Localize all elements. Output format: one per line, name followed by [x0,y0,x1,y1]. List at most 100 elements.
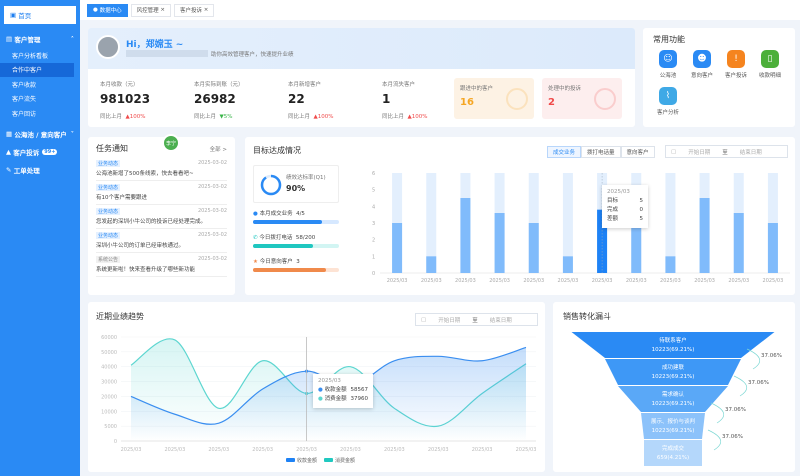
briefcase-icon: ● [253,211,258,217]
bar-chart: 0 1 2 3 4 5 6 2025/03 2025/03 2025/03 2025/03 2025/… [372,171,790,284]
conversion-rate: 37.06% [722,434,743,440]
task-item[interactable]: 系统公告 2025-03-02 系统更新啦！快来查看升级了哪些新功能 [96,253,227,277]
sidebar-item-active-customers[interactable]: 合作中客户 [0,62,74,77]
conversion-arrow [707,429,722,451]
y-tick-label: 0 [114,439,117,445]
home-icon: ▣ [10,11,19,19]
conversion-rate: 37.06% [748,380,769,386]
bar [631,223,642,273]
progress-0: ● 本月成交业务 4/5 [253,209,339,224]
function-label: 客户投诉 [724,73,747,79]
x-tick-label: 2025/03 [421,278,442,284]
common-functions-card: 常用功能 ☺ 公海池 ☻ 意向客户! 客户投诉 ▯ 收款明细 ⌇ 客户分析 [643,28,795,127]
tab-data-center[interactable]: ● 数据中心 [87,3,128,17]
task-tag: 业务动态 [96,160,121,167]
funnel-stage-name: 成功建联 [662,363,685,371]
sidebar-item-payments[interactable]: 客户收款 [12,81,37,89]
trend-card: 近期业绩趋势 ▢ 开始日期 至 结束日期 0 5000 10000 20000 30000 40… [88,302,545,472]
tooltip-key: 完成 [607,207,619,213]
progress-label: 今日意向客户 [259,259,293,265]
sidebar-item-churn[interactable]: 客户流失 [12,96,37,104]
tooltip-value: 58567 [350,387,369,393]
task-text: 系统更新啦！快来查看升级了哪些新功能 [96,267,196,273]
bar [562,256,573,273]
btn-deals[interactable]: 成交业务 [547,146,582,158]
x-tick-label: 2025/03 [121,447,142,453]
x-tick-label: 2025/03 [428,447,449,453]
tab-bar: ● 数据中心 风控管理 × 客户投诉 × [80,0,800,20]
x-tick-label: 2025/03 [626,278,647,284]
user-float-badge[interactable]: 李宁 [162,134,180,152]
sidebar-item-revisit[interactable]: 客户回访 [12,110,37,118]
stat-0: 本月收款（元） 981023 同比上月 ▲100% [100,80,150,120]
bar [665,256,676,273]
bar [392,223,403,273]
stat-compare: 同比上月 [288,114,311,120]
y-tick-label: 10000 [101,409,117,415]
sidebar-item-home[interactable]: ▣ 首页 [4,6,76,24]
common-functions-title: 常用功能 [653,35,685,44]
x-tick-label: 2025/03 [340,447,361,453]
task-item[interactable]: 业务动态 2025-03-02 您发起的深圳小牛公司的投诉已经处理完成。 [96,205,227,229]
x-tick-label: 2025/03 [252,447,273,453]
x-tick-label: 2025/03 [763,278,784,284]
x-tick-label: 2025/03 [164,447,185,453]
task-title: 任务通知 [96,144,128,153]
task-tag: 业务动态 [96,184,121,191]
funnel-stage-value: 10223(69.21%) [652,374,695,380]
conversion-rate: 37.06% [725,407,746,413]
sidebar-group-tickets[interactable]: ✎ 工单处理 [6,165,40,175]
stat-value: 22 [288,92,305,106]
task-item[interactable]: 业务动态 2025-03-02 有10个客户需要跟进 [96,181,227,205]
date-sep: 至 [472,317,478,324]
sidebar-group-complaints[interactable]: ▲ 客户投诉 99+ [6,147,58,157]
tab-complaints[interactable]: 客户投诉 × [173,3,215,17]
btn-intent[interactable]: 意向客户 [620,146,655,158]
sidebar-group-pool[interactable]: ▦ 公海池 / 意向客户 ˅ [6,129,74,139]
tooltip-key: 差额 [607,216,619,222]
progress-value: 3 [296,259,300,265]
trend-title: 近期业绩趋势 [96,312,144,321]
stat-3: 本月流失客户 1 同比上月 ▲100% [382,80,427,120]
progress-fill [253,268,327,272]
function-0[interactable]: ☺ 公海池 [653,50,683,79]
highlight-0[interactable]: 跟进中的客户 16 [454,78,534,119]
highlight-1[interactable]: 处理中的投诉 2 [542,78,622,119]
sidebar-item-analysis[interactable]: 客户分析看板 [12,52,49,60]
function-label: 意向客户 [690,73,713,79]
y-tick-label: 50000 [101,350,117,356]
function-2[interactable]: ! 客户投诉 [721,50,751,79]
target-date-range[interactable]: ▢ 开始日期 至 结束日期 [665,145,788,158]
bar [460,198,471,273]
task-text: 公海池新增了500条线索，快去看看吧~ [96,171,194,177]
trend-date-range[interactable]: ▢ 开始日期 至 结束日期 [415,313,538,326]
y-tick-label: 6 [372,171,375,177]
bar [733,213,744,273]
task-item[interactable]: 业务动态 2025-03-02 公海池新增了500条线索，快去看看吧~ [96,157,227,181]
funnel-stage-name: 完成成交 [662,444,685,452]
tooltip-row: 完成 0 [607,206,643,215]
btn-calls[interactable]: 拨打电话量 [581,146,621,158]
view-all-link[interactable]: 全部 > [209,146,227,153]
bar-background [562,173,573,273]
task-item[interactable]: 业务动态 2025-03-02 深圳小牛公司的订单已经审核通过。 [96,229,227,253]
y-tick-label: 40000 [101,365,117,371]
stat-label: 本月收款（元） [100,82,139,88]
tab-risk[interactable]: 风控管理 × [130,3,171,17]
welcome-subtitle: 助你高效管理客户，快速提升业绩 [211,52,294,58]
ticket-icon: ✎ [6,165,14,174]
tooltip-date: 2025/03 [318,378,341,384]
tooltip-value: 5 [639,216,644,222]
target-card: 目标达成情况 绩效达标率(Q1) 90% ● 本月成交业务 4/5 ✆ 今日拨打电… [245,137,795,295]
bar-tooltip: 2025/03 目标 5 完成 0 差额 5 [602,185,648,228]
tooltip-key: 目标 [607,198,619,204]
stat-value: 26982 [194,92,236,106]
function-3[interactable]: ▯ 收款明细 [755,50,785,79]
trend-tooltip: 2025/03 ● 收款金额 58567 ● 消费金额 37960 [313,374,373,408]
function-1[interactable]: ☻ 意向客户 [687,50,717,79]
stat-change: ▲100% [125,114,146,120]
sidebar-group-customer[interactable]: ▤ 客户管理 ˄ [6,35,74,44]
progress-value: 4/5 [296,211,305,217]
conversion-arrow [710,402,725,424]
function-4[interactable]: ⌇ 客户分析 [653,87,683,116]
